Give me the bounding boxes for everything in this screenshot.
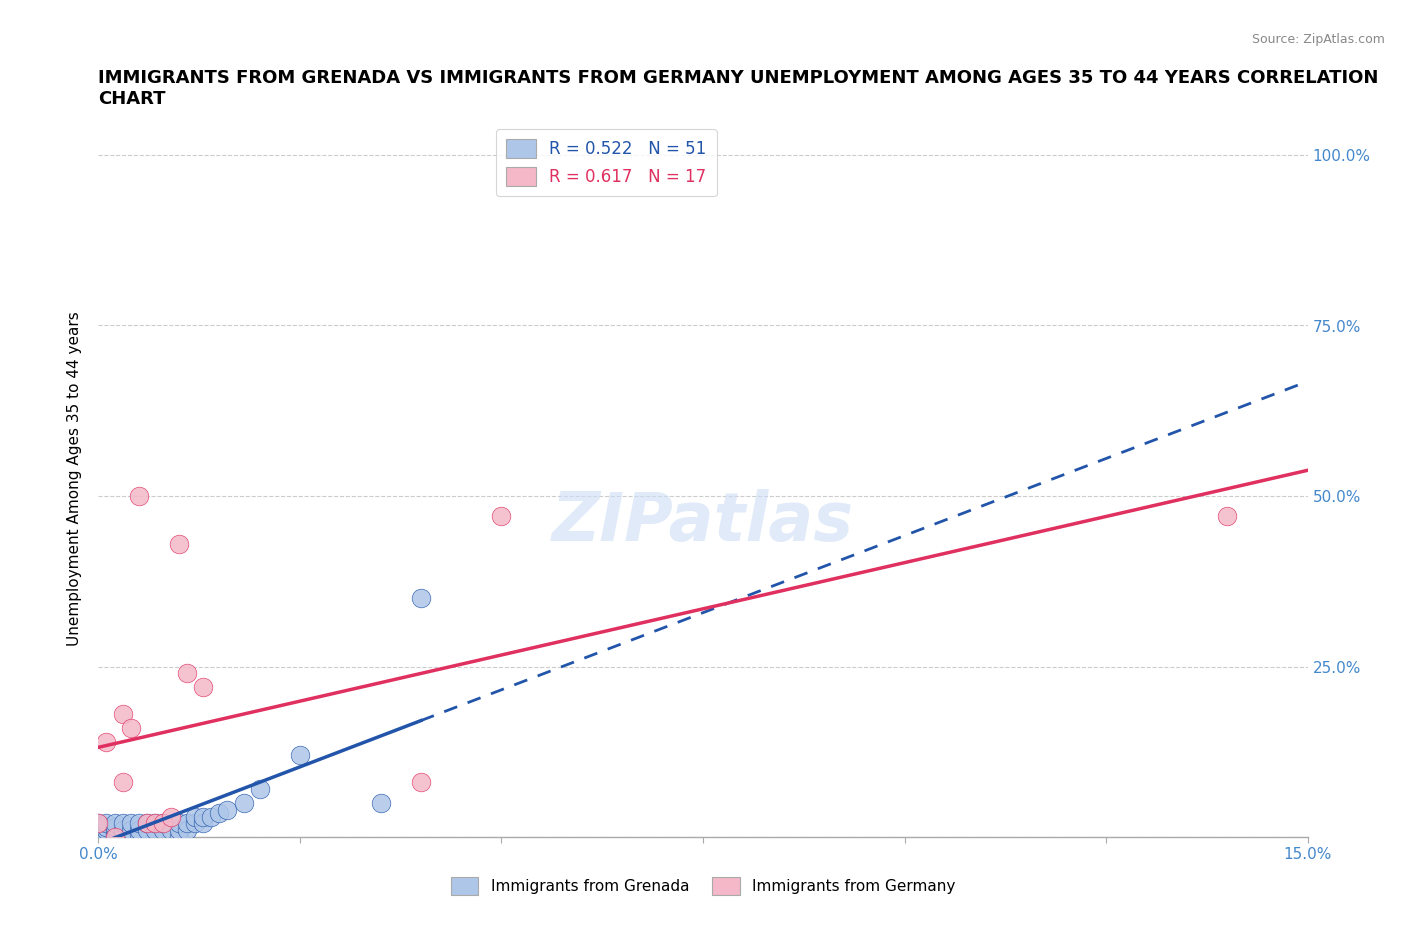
- Point: [87, 830, 110, 844]
- Point: [176, 816, 198, 830]
- Point: [103, 830, 125, 844]
- Point: [111, 823, 134, 838]
- Point: [128, 816, 150, 830]
- Point: [128, 826, 150, 841]
- Text: IMMIGRANTS FROM GRENADA VS IMMIGRANTS FROM GERMANY UNEMPLOYMENT AMONG AGES 35 TO: IMMIGRANTS FROM GRENADA VS IMMIGRANTS FR…: [98, 70, 1379, 108]
- Point: [96, 819, 118, 834]
- Point: [120, 830, 142, 844]
- Point: [409, 775, 432, 790]
- Point: [87, 830, 110, 844]
- Point: [409, 591, 432, 605]
- Point: [103, 830, 125, 844]
- Point: [160, 809, 183, 824]
- Point: [96, 830, 118, 844]
- Point: [1216, 509, 1239, 524]
- Point: [152, 823, 174, 838]
- Point: [120, 721, 142, 736]
- Point: [232, 795, 254, 810]
- Point: [87, 816, 110, 830]
- Point: [120, 823, 142, 838]
- Point: [120, 816, 142, 830]
- Point: [120, 826, 142, 841]
- Point: [87, 819, 110, 834]
- Point: [491, 509, 513, 524]
- Point: [370, 795, 392, 810]
- Point: [143, 816, 166, 830]
- Point: [128, 823, 150, 838]
- Point: [143, 816, 166, 830]
- Point: [96, 823, 118, 838]
- Point: [103, 819, 125, 834]
- Point: [184, 809, 207, 824]
- Point: [103, 826, 125, 841]
- Text: Source: ZipAtlas.com: Source: ZipAtlas.com: [1251, 33, 1385, 46]
- Point: [111, 707, 134, 722]
- Point: [249, 782, 271, 797]
- Point: [87, 826, 110, 841]
- Point: [217, 803, 239, 817]
- Point: [193, 816, 215, 830]
- Text: ZIPatlas: ZIPatlas: [553, 489, 853, 555]
- Point: [103, 823, 125, 838]
- Point: [160, 823, 183, 838]
- Point: [167, 830, 190, 844]
- Point: [111, 775, 134, 790]
- Point: [111, 830, 134, 844]
- Point: [167, 537, 190, 551]
- Point: [184, 816, 207, 830]
- Point: [135, 823, 157, 838]
- Point: [111, 816, 134, 830]
- Point: [135, 816, 157, 830]
- Point: [96, 734, 118, 749]
- Legend: Immigrants from Grenada, Immigrants from Germany: Immigrants from Grenada, Immigrants from…: [444, 871, 962, 901]
- Point: [176, 823, 198, 838]
- Point: [193, 680, 215, 695]
- Point: [167, 823, 190, 838]
- Point: [176, 666, 198, 681]
- Point: [87, 823, 110, 838]
- Point: [96, 816, 118, 830]
- Point: [135, 816, 157, 830]
- Point: [87, 816, 110, 830]
- Point: [96, 826, 118, 841]
- Point: [167, 816, 190, 830]
- Point: [200, 809, 222, 824]
- Point: [103, 816, 125, 830]
- Point: [128, 488, 150, 503]
- Point: [111, 826, 134, 841]
- Point: [152, 816, 174, 830]
- Point: [193, 809, 215, 824]
- Point: [208, 805, 231, 820]
- Point: [143, 823, 166, 838]
- Point: [288, 748, 311, 763]
- Point: [152, 816, 174, 830]
- Y-axis label: Unemployment Among Ages 35 to 44 years: Unemployment Among Ages 35 to 44 years: [67, 312, 83, 646]
